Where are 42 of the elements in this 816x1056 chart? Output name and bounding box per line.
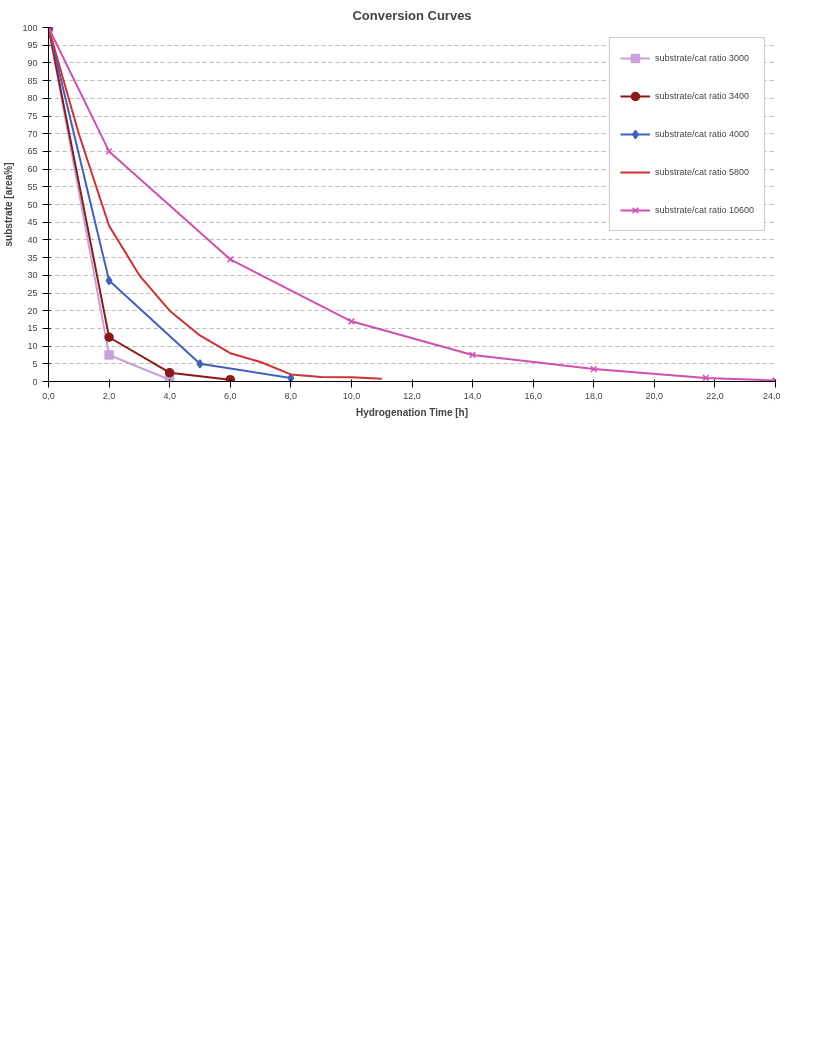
y-tick-label: 50 bbox=[27, 199, 38, 210]
y-tick-label: 25 bbox=[27, 288, 38, 298]
x-tick-label: 18,0 bbox=[584, 390, 603, 401]
x-tick-label: 20,0 bbox=[645, 390, 664, 401]
x-tick-label: 6,0 bbox=[223, 390, 237, 401]
y-tick-label: 75 bbox=[27, 111, 38, 121]
y-tick-label: 5 bbox=[32, 358, 38, 369]
y-tick-label: 20 bbox=[27, 305, 38, 316]
y-tick-label: 45 bbox=[27, 217, 38, 228]
y-tick-label: 0 bbox=[32, 376, 38, 387]
y-tick-label: 100 bbox=[22, 22, 38, 33]
legend-label: substrate/cat ratio 3000 bbox=[654, 53, 749, 63]
y-tick-label: 80 bbox=[27, 93, 38, 104]
x-tick-label: 22,0 bbox=[706, 390, 724, 401]
y-tick-label: 70 bbox=[27, 128, 38, 139]
x-tick-label: 14,0 bbox=[463, 390, 482, 401]
legend-label: substrate/cat ratio 10600 bbox=[654, 205, 754, 215]
y-tick-label: 30 bbox=[27, 270, 38, 281]
x-tick-label: 0,0 bbox=[42, 390, 55, 401]
x-tick-label: 16,0 bbox=[524, 390, 542, 401]
x-axis-title: Hydrogenation Time [h] bbox=[355, 406, 469, 418]
x-tick-label: 10,0 bbox=[342, 390, 361, 401]
y-tick-label: 65 bbox=[27, 146, 38, 157]
x-tick-label: 4,0 bbox=[163, 390, 176, 401]
x-tick-label: 24,0 bbox=[762, 390, 781, 401]
y-tick-label: 90 bbox=[27, 57, 38, 68]
y-tick-label: 10 bbox=[27, 341, 38, 352]
x-tick-label: 12,0 bbox=[403, 390, 421, 401]
legend-label: substrate/cat ratio 4000 bbox=[654, 129, 749, 139]
x-tick-label: 2,0 bbox=[102, 390, 116, 401]
chart-title: Conversion Curves bbox=[352, 7, 472, 23]
y-tick-label: 60 bbox=[27, 164, 38, 175]
legend-label: substrate/cat ratio 3400 bbox=[654, 91, 749, 101]
y-tick-label: 15 bbox=[27, 323, 38, 334]
legend-label: substrate/cat ratio 5800 bbox=[654, 167, 749, 177]
y-axis-title: substrate [area%] bbox=[3, 162, 15, 247]
y-tick-label: 95 bbox=[27, 40, 38, 51]
y-tick-label: 40 bbox=[27, 234, 38, 245]
y-tick-label: 35 bbox=[27, 252, 38, 263]
y-tick-label: 85 bbox=[27, 75, 38, 86]
y-tick-label: 55 bbox=[27, 181, 38, 192]
x-tick-label: 8,0 bbox=[284, 390, 298, 401]
